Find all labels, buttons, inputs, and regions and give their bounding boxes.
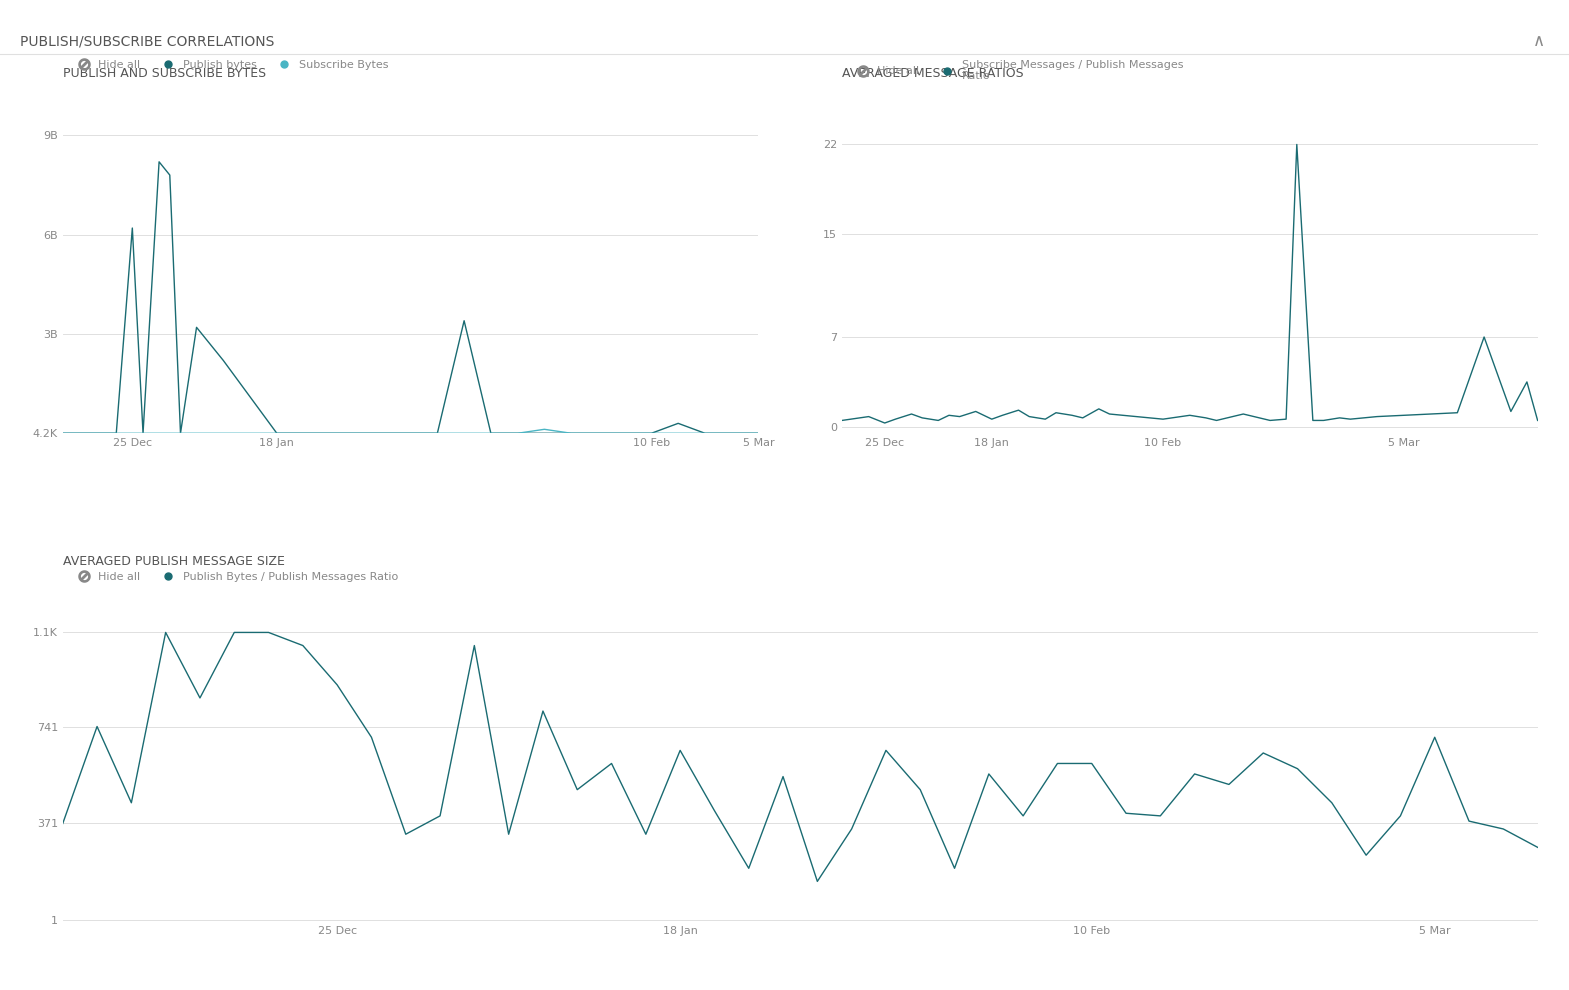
Legend: Hide all, Publish Bytes / Publish Messages Ratio: Hide all, Publish Bytes / Publish Messag… bbox=[69, 567, 402, 587]
Text: PUBLISH AND SUBSCRIBE BYTES: PUBLISH AND SUBSCRIBE BYTES bbox=[63, 67, 265, 80]
Text: AVERAGED PUBLISH MESSAGE SIZE: AVERAGED PUBLISH MESSAGE SIZE bbox=[63, 554, 284, 567]
Text: PUBLISH/SUBSCRIBE CORRELATIONS: PUBLISH/SUBSCRIBE CORRELATIONS bbox=[20, 35, 275, 49]
Legend: Hide all, Subscribe Messages / Publish Messages
Ratio: Hide all, Subscribe Messages / Publish M… bbox=[847, 55, 1188, 86]
Text: ∧: ∧ bbox=[1533, 32, 1545, 50]
Legend: Hide all, Publish bytes, Subscribe Bytes: Hide all, Publish bytes, Subscribe Bytes bbox=[69, 55, 392, 74]
Text: AVERAGED MESSAGE RATIOS: AVERAGED MESSAGE RATIOS bbox=[843, 67, 1023, 80]
